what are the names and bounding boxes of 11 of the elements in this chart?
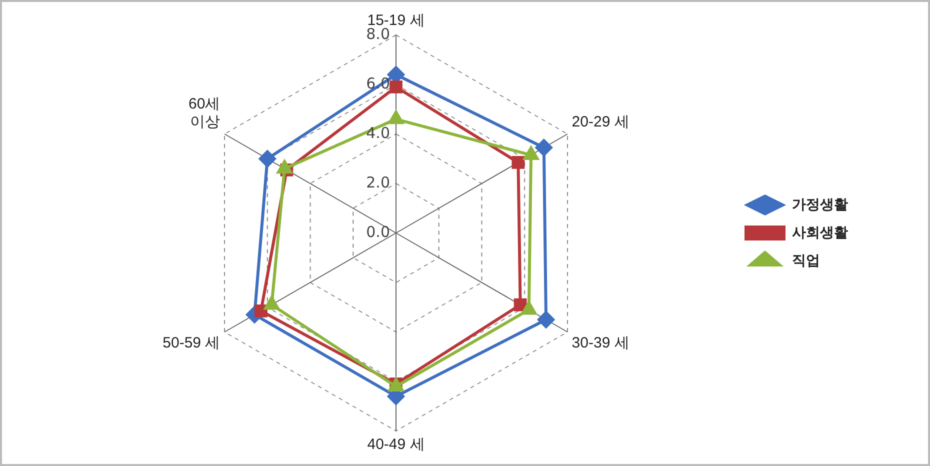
y-tick-label: 4.0	[366, 124, 390, 142]
spoke-label: 20-29 세	[572, 114, 630, 131]
y-tick-label: 2.0	[366, 173, 390, 192]
legend-label: 직업	[792, 252, 820, 268]
spoke-label: 40-49 세	[367, 436, 425, 454]
spoke-label: 60세 이상	[188, 96, 220, 131]
y-tick-label: 0.0	[366, 222, 390, 241]
spoke-label: 50-59 세	[162, 334, 220, 352]
spoke-label: 30-39 세	[572, 334, 630, 352]
legend-label: 가정생활	[792, 196, 848, 212]
legend-label: 사회생활	[792, 224, 848, 240]
